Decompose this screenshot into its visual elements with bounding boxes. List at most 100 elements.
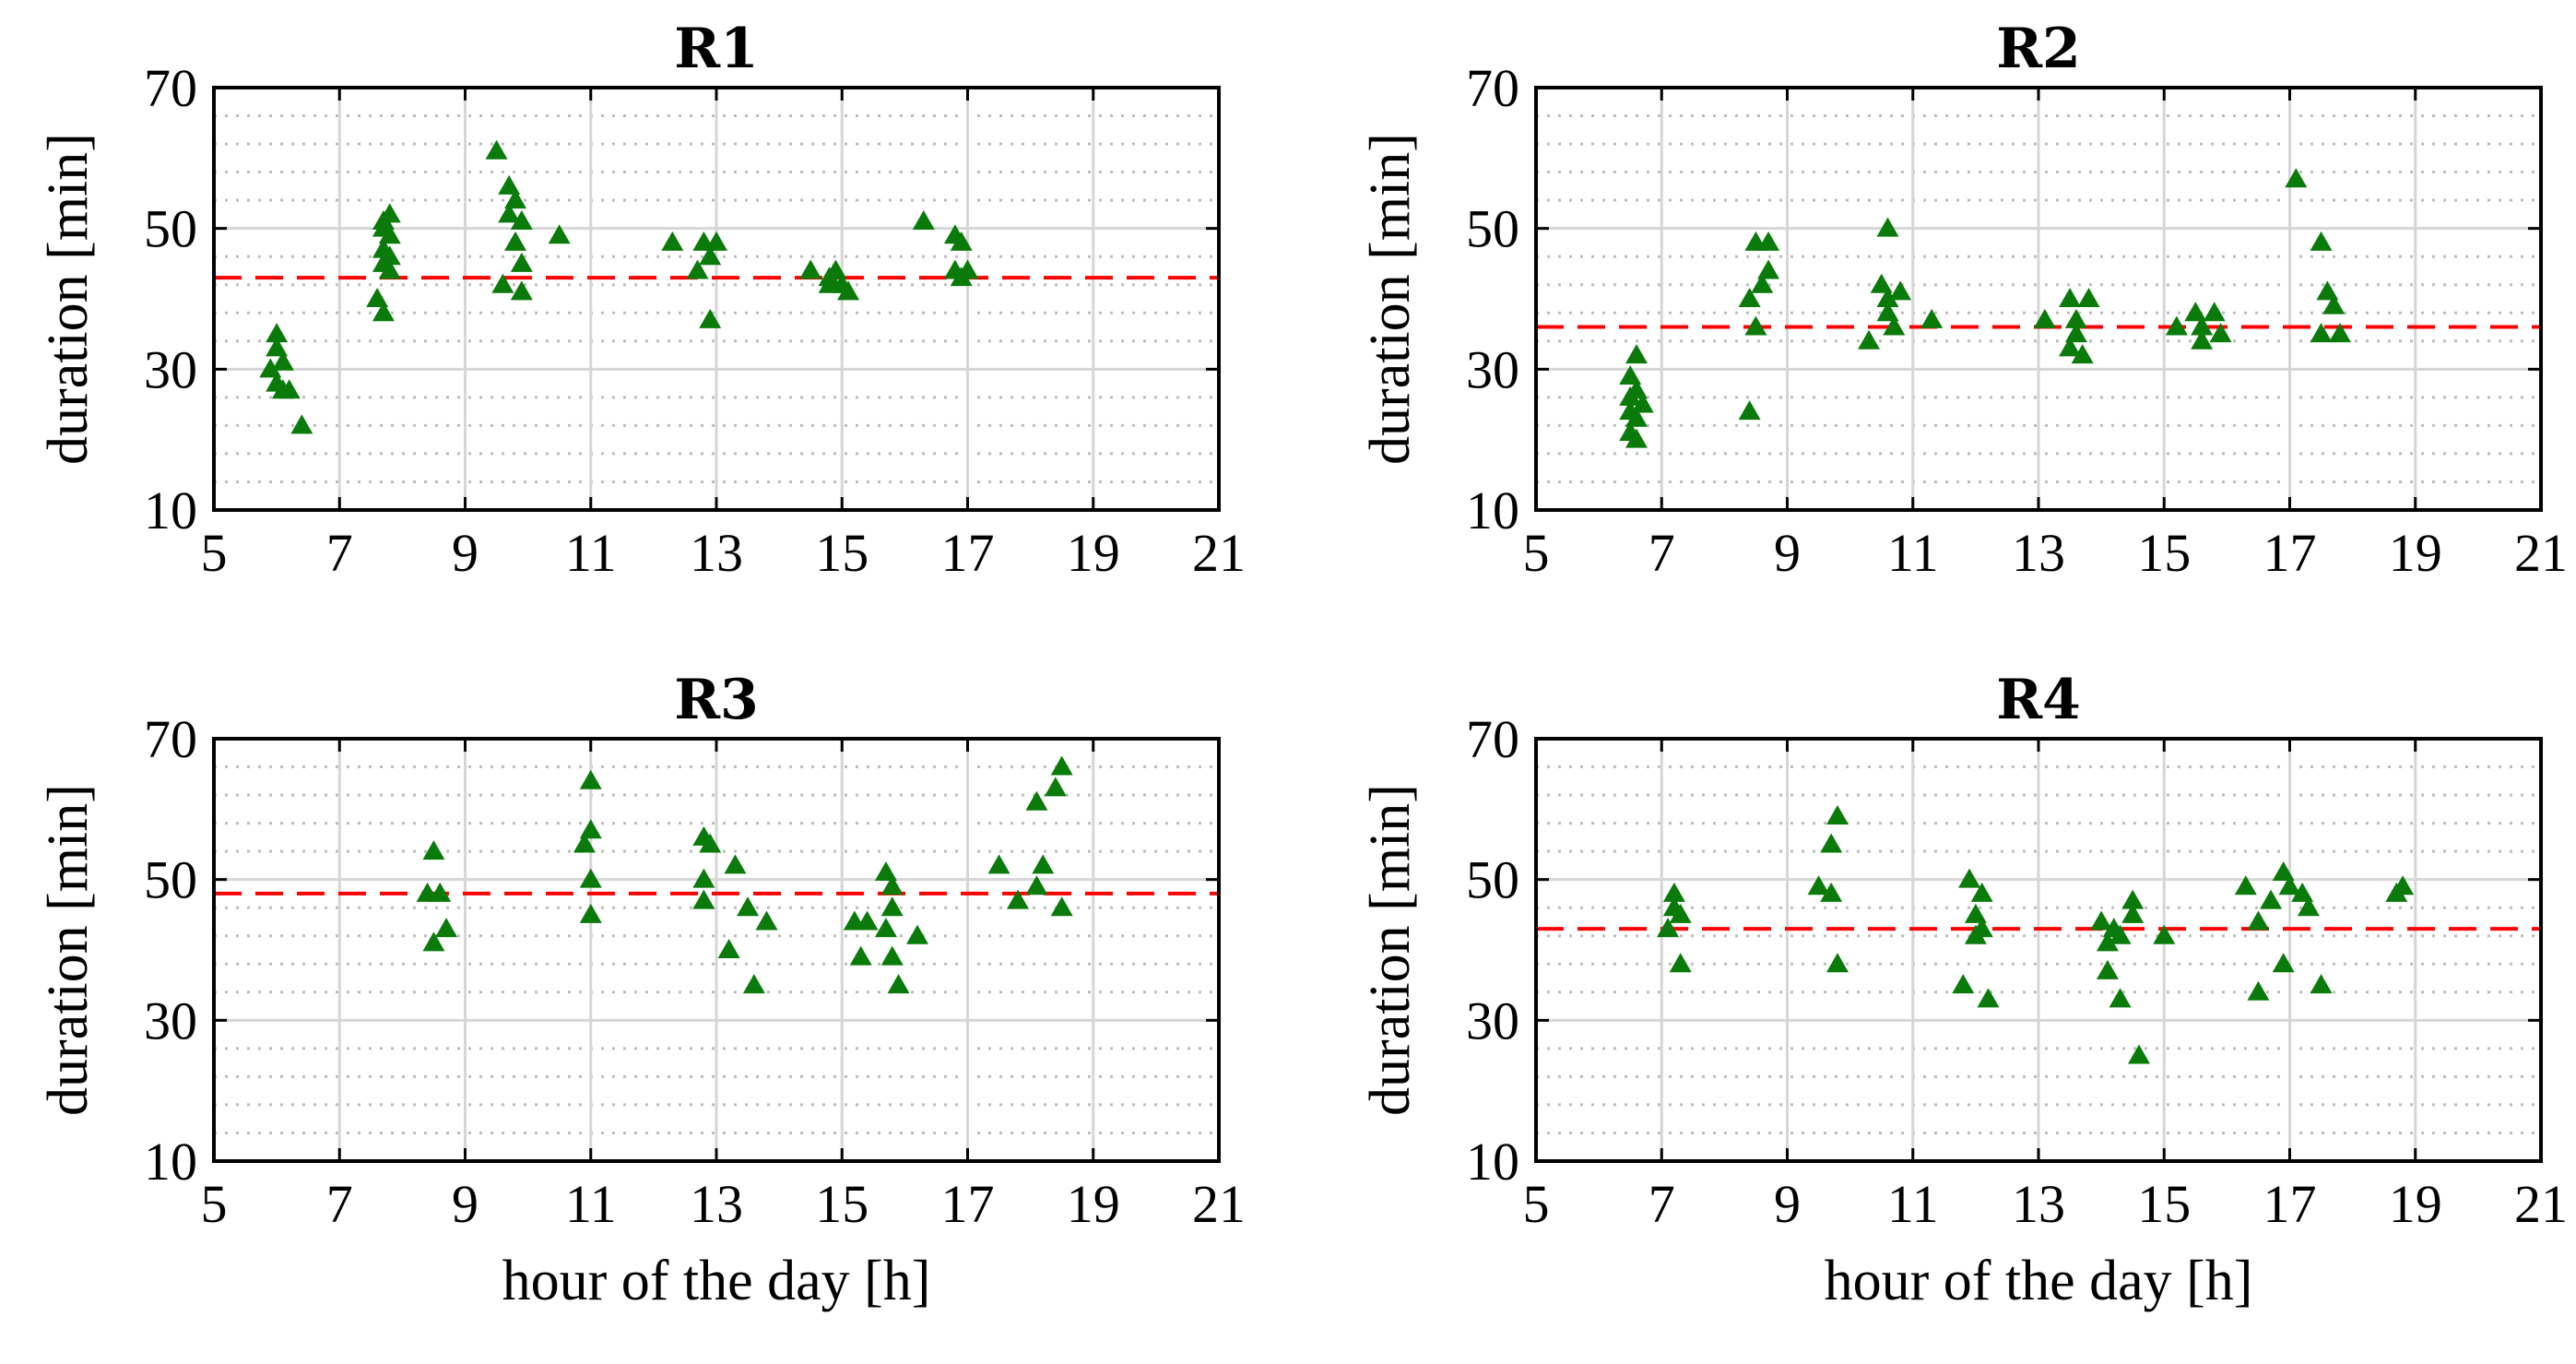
data-point: [2278, 875, 2301, 895]
data-point: [912, 210, 935, 231]
data-point: [1876, 217, 1899, 237]
data-point: [504, 231, 526, 251]
x-tick-label: 9: [1774, 523, 1801, 583]
data-point: [1757, 259, 1780, 279]
x-tick-label: 7: [1648, 1174, 1675, 1234]
x-tick-label: 21: [2514, 523, 2568, 583]
data-point: [2121, 889, 2145, 909]
data-point: [1025, 875, 1048, 895]
data-point: [266, 337, 289, 357]
x-tick-label: 11: [565, 523, 617, 583]
data-point: [837, 280, 860, 301]
data-point: [1025, 790, 1048, 811]
data-point: [1958, 868, 1981, 888]
data-point: [661, 231, 684, 251]
x-tick-label: 5: [1523, 523, 1550, 583]
data-point: [1032, 854, 1055, 874]
x-tick-label: 13: [690, 523, 743, 583]
data-point: [699, 833, 722, 853]
subplot-title: R4: [1996, 668, 2081, 732]
x-tick-label: 21: [1192, 523, 1246, 583]
data-point: [950, 267, 973, 287]
data-point: [422, 931, 445, 952]
data-point: [485, 139, 508, 160]
data-point: [1826, 804, 1849, 824]
data-point: [2247, 980, 2270, 1001]
data-point: [1826, 953, 1849, 973]
data-point: [429, 882, 452, 902]
data-point: [504, 189, 526, 209]
data-point: [1751, 273, 1774, 293]
data-point: [2109, 924, 2132, 944]
data-point: [987, 854, 1010, 874]
x-tick-label: 11: [1887, 523, 1939, 583]
data-point: [378, 203, 401, 223]
subplot-r3: 5 7 9 11 13 15 17 19 21 10 30 50 70 R3 duration [min] h…: [37, 668, 1246, 1312]
data-point: [579, 868, 602, 888]
data-point: [880, 875, 904, 895]
data-point: [874, 861, 897, 882]
x-tick-label: 11: [565, 1174, 617, 1234]
data-point: [548, 224, 571, 244]
y-tick-label: 50: [144, 850, 197, 910]
data-point: [2096, 931, 2119, 952]
data-point: [2077, 288, 2100, 307]
data-point: [2310, 231, 2333, 251]
y-tick-label: 50: [1466, 199, 1519, 259]
y-axis-label: duration [min]: [37, 133, 100, 465]
data-point: [887, 974, 910, 994]
data-point: [2209, 323, 2232, 343]
data-point: [724, 854, 747, 874]
data-point: [1657, 918, 1680, 938]
data-point: [271, 350, 294, 371]
data-point: [824, 259, 847, 279]
data-point: [290, 414, 313, 434]
data-point: [755, 910, 778, 931]
data-point: [2297, 896, 2320, 917]
subplot-title: R2: [1996, 17, 2081, 81]
x-axis-label: hour of the day [h]: [1825, 1250, 2253, 1312]
data-point: [435, 918, 458, 938]
x-tick-label: 7: [1648, 523, 1675, 583]
data-point: [422, 840, 445, 860]
subplot-r2: 5 7 9 11 13 15 17 19 21 10 30 50 70 R2 duration [min]: [1359, 17, 2568, 583]
data-point: [2191, 315, 2214, 336]
data-point: [705, 231, 727, 251]
x-tick-label: 21: [2514, 1174, 2568, 1234]
data-point: [1952, 974, 1975, 994]
data-point: [278, 379, 301, 399]
data-point: [2071, 344, 2094, 364]
data-point: [378, 259, 401, 279]
data-point: [849, 945, 872, 966]
x-tick-label: 5: [201, 1174, 228, 1234]
y-tick-label: 30: [144, 990, 197, 1050]
data-point: [1738, 288, 1761, 307]
data-point: [742, 974, 765, 994]
data-point: [737, 896, 760, 917]
x-axis-label: hour of the day [h]: [502, 1250, 931, 1312]
data-point: [874, 918, 897, 938]
data-point: [1050, 755, 1073, 776]
data-point: [2329, 323, 2351, 343]
data-point: [2059, 337, 2082, 357]
x-tick-label: 19: [1067, 1174, 1120, 1234]
data-point: [579, 819, 602, 839]
data-point: [266, 323, 289, 343]
data-point: [510, 210, 533, 231]
data-point: [880, 896, 904, 917]
data-point: [1977, 988, 2000, 1008]
data-point: [2272, 953, 2295, 973]
data-point: [573, 833, 596, 853]
x-tick-label: 15: [815, 1174, 869, 1234]
data-point: [510, 280, 533, 301]
data-point: [579, 903, 602, 923]
y-tick-label: 50: [1466, 850, 1519, 910]
data-point: [2291, 882, 2314, 902]
data-point: [1807, 875, 1830, 895]
data-point: [1669, 903, 1692, 923]
x-tick-label: 15: [815, 523, 869, 583]
data-point: [366, 288, 389, 307]
data-point: [2153, 924, 2176, 944]
data-point: [2322, 294, 2346, 314]
data-point: [259, 358, 282, 378]
